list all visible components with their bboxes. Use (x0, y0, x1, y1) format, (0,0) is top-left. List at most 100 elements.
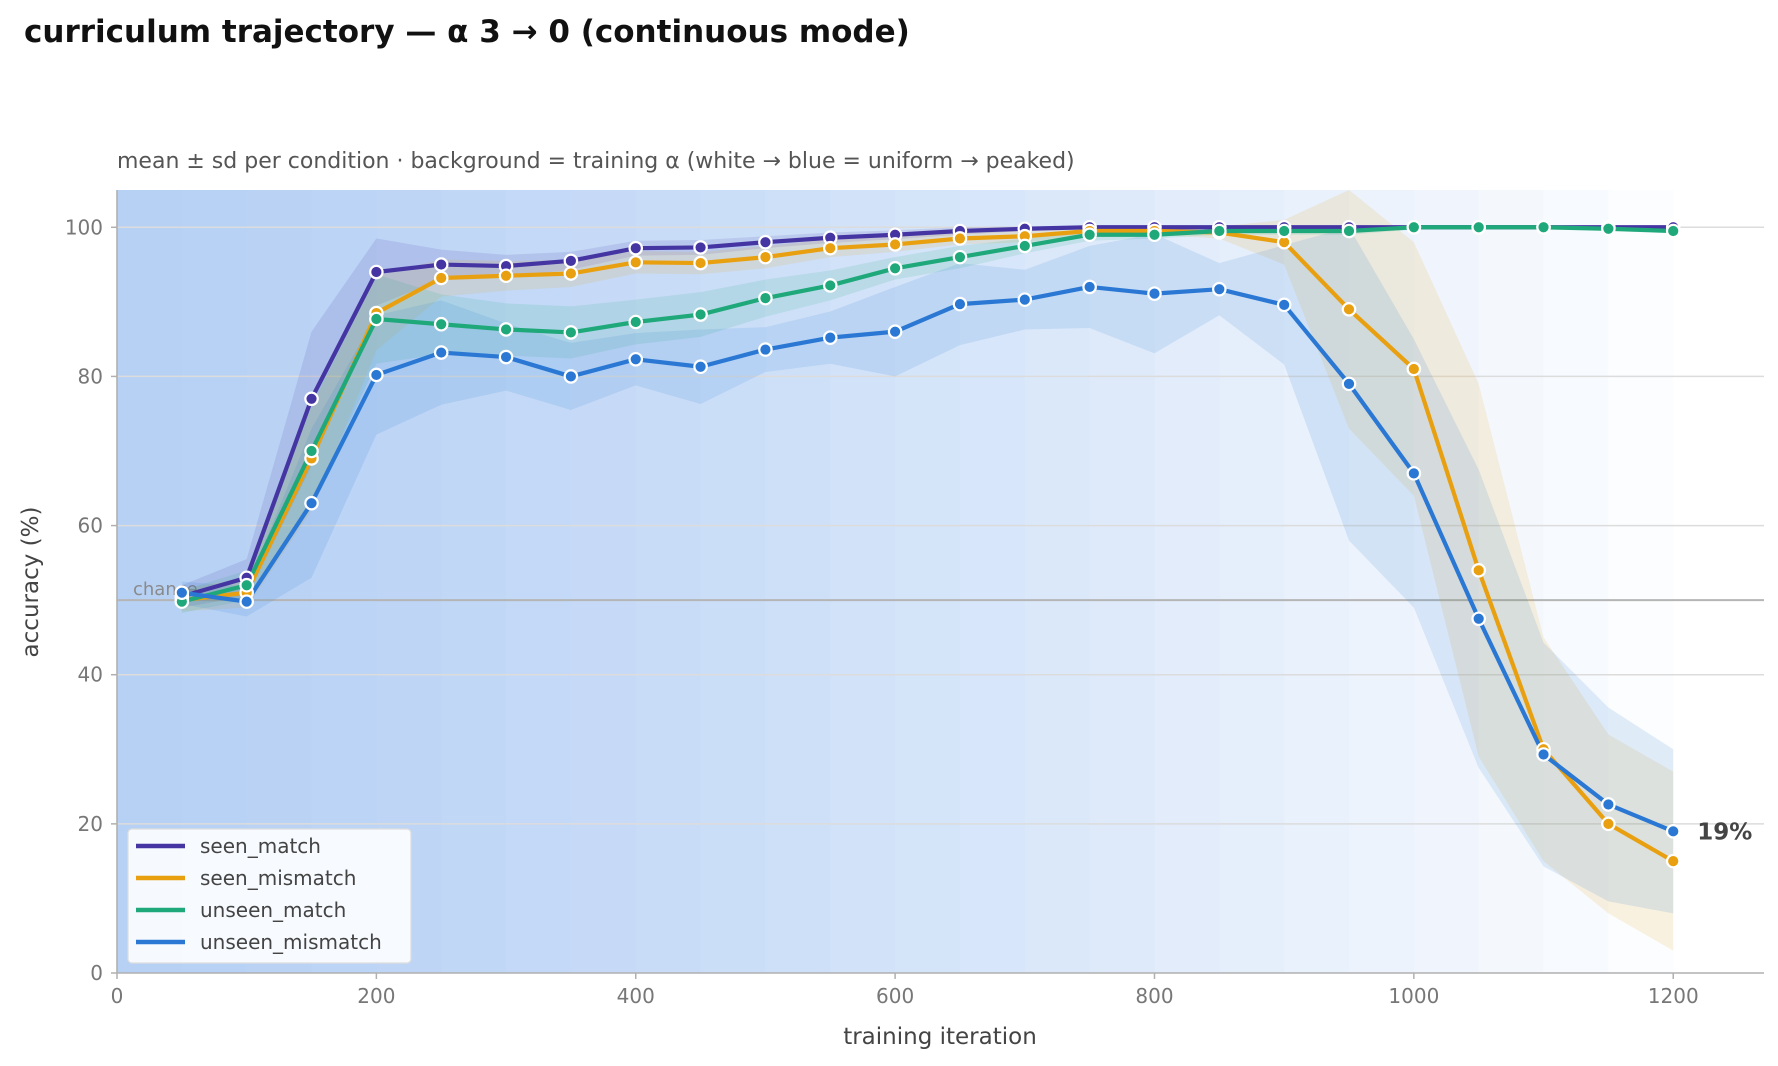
sd-band-unseen_mismatch (181, 227, 1674, 914)
axes: 0 200 400 600 800 1000 1200 0 20 40 60 80 100 (65, 190, 1764, 1008)
data-point-unseen_mismatch (1341, 376, 1357, 392)
sd-band-unseen_match (181, 225, 1674, 613)
y-tick-label: 80 (78, 364, 103, 388)
alpha-strip (1024, 190, 1091, 973)
data-point-unseen_mismatch (498, 349, 514, 365)
data-point-unseen_match (1601, 221, 1616, 237)
legend-label-unseen_mismatch: unseen_mismatch (200, 930, 382, 954)
data-point-unseen_match (1147, 227, 1162, 243)
data-point-unseen_mismatch (1601, 797, 1616, 812)
alpha-strip (1478, 190, 1545, 973)
data-point-unseen_match (758, 290, 773, 306)
data-point-unseen_mismatch (239, 594, 254, 609)
x-tick-label: 800 (1135, 984, 1173, 1008)
data-point-unseen_mismatch (1471, 611, 1486, 627)
data-point-seen_match (563, 253, 579, 269)
data-point-unseen_mismatch (433, 345, 449, 360)
series-line-seen_mismatch (179, 228, 1676, 864)
series-line-unseen_mismatch (179, 284, 1676, 834)
data-point-seen_match (693, 240, 708, 255)
data-point-unseen_mismatch (822, 330, 838, 345)
y-tick-label: 0 (90, 961, 103, 985)
data-point-unseen_mismatch (1212, 281, 1227, 297)
data-point-unseen_mismatch (758, 342, 773, 357)
data-point-unseen_match (693, 307, 708, 322)
y-axis-label: accuracy (%) (18, 507, 44, 658)
legend-box (127, 828, 412, 964)
x-tick-label: 600 (876, 984, 914, 1008)
data-point-unseen_mismatch (1147, 286, 1162, 301)
data-point-unseen_mismatch (563, 369, 579, 384)
data-point-unseen_match (1212, 223, 1227, 239)
alpha-strip (895, 190, 961, 973)
data-point-seen_match (304, 391, 319, 407)
alpha-strip (506, 190, 572, 973)
alpha-strip (700, 190, 767, 973)
data-point-seen_match (433, 257, 449, 272)
y-tick-label: 20 (78, 812, 103, 836)
chart-subtitle: mean ± sd per condition · background = t… (117, 149, 1075, 174)
y-tick-label: 60 (78, 514, 103, 538)
data-point-seen_mismatch (1601, 816, 1616, 832)
alpha-strip (1219, 190, 1285, 973)
data-point-unseen_mismatch (1406, 466, 1422, 481)
data-point-seen_mismatch (822, 240, 838, 256)
data-point-unseen_mismatch (1276, 297, 1292, 313)
x-tick-label: 1200 (1648, 984, 1699, 1008)
x-tick-label: 400 (617, 984, 655, 1008)
legend-label-unseen_match: unseen_match (200, 898, 346, 922)
alpha-strip (1673, 190, 1739, 973)
data-point-unseen_mismatch (369, 367, 384, 383)
data-point-unseen_match (304, 443, 319, 459)
alpha-strip (570, 190, 637, 973)
sd-bands (181, 190, 1674, 951)
data-point-unseen_mismatch (304, 495, 319, 511)
data-point-unseen_mismatch (1536, 747, 1551, 762)
data-point-unseen_mismatch (952, 296, 968, 312)
x-tick-label: 1000 (1388, 984, 1439, 1008)
series-lines (179, 225, 1676, 864)
chart-title: curriculum trajectory — α 3 → 0 (continu… (24, 14, 910, 50)
alpha-strip (1154, 190, 1220, 973)
data-point-seen_match (628, 240, 644, 256)
alpha-strip (1089, 190, 1156, 973)
series-line-unseen_match (179, 225, 1676, 604)
alpha-strip (765, 190, 831, 973)
data-point-seen_mismatch (693, 255, 708, 271)
data-point-unseen_mismatch (628, 351, 644, 367)
x-tick-label: 200 (357, 984, 395, 1008)
data-point-seen_mismatch (563, 266, 579, 281)
series-markers (174, 219, 1681, 869)
alpha-strip (441, 190, 507, 973)
data-point-seen_mismatch (433, 270, 449, 286)
legend-label-seen_mismatch: seen_mismatch (200, 866, 356, 890)
data-point-seen_match (758, 234, 773, 250)
data-point-seen_match (369, 264, 384, 280)
alpha-strip (959, 190, 1026, 973)
data-point-unseen_match (628, 314, 644, 330)
data-point-unseen_match (369, 311, 384, 327)
data-point-seen_mismatch (498, 268, 514, 284)
data-point-seen_mismatch (1665, 853, 1681, 869)
data-point-unseen_match (498, 322, 514, 337)
data-point-unseen_match (887, 260, 903, 276)
y-tick-label: 100 (65, 215, 103, 239)
data-point-unseen_match (1341, 223, 1357, 239)
data-point-unseen_match (1082, 227, 1097, 243)
data-point-unseen_match (822, 278, 838, 293)
data-point-unseen_mismatch (1082, 279, 1097, 295)
data-point-unseen_match (1017, 238, 1033, 254)
alpha-strip (1543, 190, 1609, 973)
legend: seen_match seen_mismatch unseen_matchunsee… (127, 828, 412, 964)
y-tick-label: 40 (78, 663, 103, 687)
data-point-seen_mismatch (758, 249, 773, 265)
data-point-unseen_match (952, 249, 968, 265)
data-point-unseen_match (1276, 223, 1292, 239)
data-point-seen_mismatch (952, 231, 968, 246)
alpha-strip (830, 190, 896, 973)
data-point-unseen_match (1471, 219, 1486, 235)
end-annotation: 19% (1697, 819, 1752, 845)
data-point-unseen_match (239, 577, 254, 593)
data-point-seen_mismatch (628, 255, 644, 270)
